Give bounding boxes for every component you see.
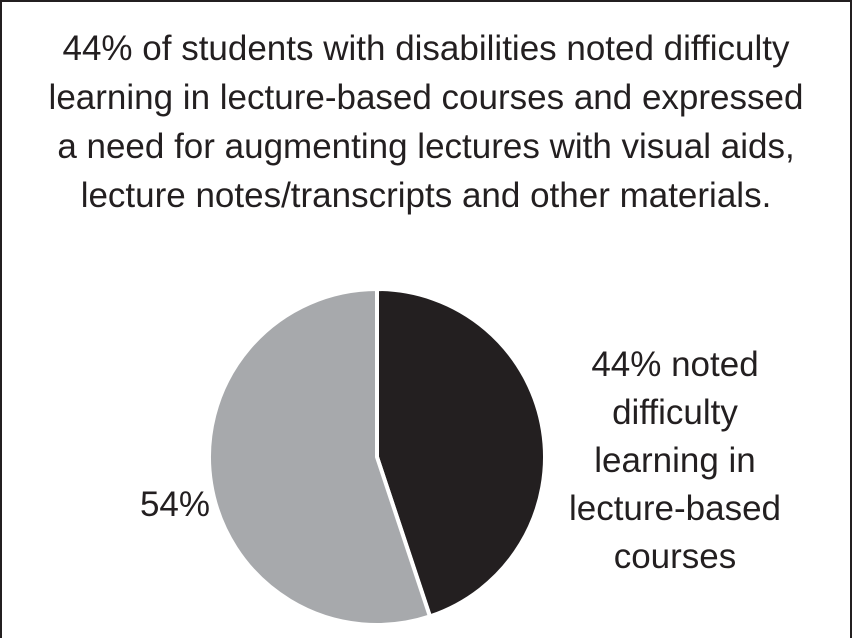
pie-slice xyxy=(207,286,433,627)
slice-label: 54% xyxy=(139,485,210,524)
pie-slice xyxy=(375,286,547,619)
slice-label: 44% noted difficulty learning in lecture… xyxy=(568,345,782,576)
chart-title: 44% of students with disabilities noted … xyxy=(48,29,804,215)
